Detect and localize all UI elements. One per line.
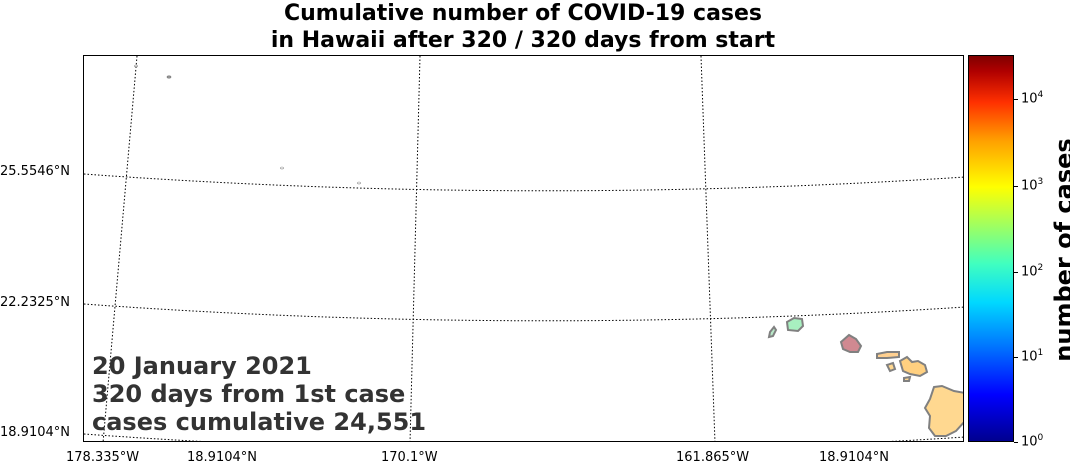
nw-islet-1 [166, 75, 172, 79]
nw-islet-2 [134, 64, 138, 68]
map-canvas [84, 56, 963, 441]
colorbar-tick-10e1 [1014, 357, 1018, 358]
island-kauai [785, 316, 805, 333]
colorbar-title: number of cases [1050, 138, 1070, 362]
lon-label-5: 18.9104°N [819, 450, 889, 465]
island-maui [898, 355, 929, 378]
colorbar-label-10e2: 102 [1021, 263, 1044, 280]
lon-label-1: 178.335°W [66, 450, 140, 465]
island-molokai [876, 351, 900, 359]
colorbar-label-10e4: 104 [1021, 90, 1044, 107]
meridian-3 [700, 56, 716, 441]
lat-label-25: 25.5546°N [0, 164, 70, 179]
overlay-days: 320 days from 1st case [92, 380, 406, 408]
colorbar-label-10e1: 101 [1021, 348, 1044, 365]
colorbar-tick-10e2 [1014, 272, 1018, 273]
colorbar-tick-10e4 [1014, 99, 1018, 100]
island-hawaii [923, 384, 963, 437]
colorbar [968, 55, 1014, 442]
nw-islet-3 [280, 166, 284, 170]
colorbar-label-10e3: 103 [1021, 177, 1044, 194]
lon-label-4: 161.865°W [676, 450, 750, 465]
island-kahoolawe [903, 375, 912, 382]
parallel-22 [84, 303, 963, 322]
map-area [83, 55, 964, 442]
info-overlay: 20 January 2021 320 days from 1st case c… [92, 352, 426, 436]
lon-label-2: 18.9104°N [187, 450, 257, 465]
map-title: Cumulative number of COVID-19 cases in H… [0, 0, 1046, 54]
lon-label-3: 170.1°W [381, 450, 438, 465]
title-line-1: Cumulative number of COVID-19 cases [283, 1, 763, 26]
colorbar-label-10e0: 100 [1021, 433, 1044, 450]
lat-label-22: 22.2325°N [0, 295, 70, 310]
overlay-date: 20 January 2021 [92, 352, 312, 380]
colorbar-tick-10e3 [1014, 186, 1018, 187]
island-lanai [885, 361, 897, 373]
nw-islet-4 [357, 181, 361, 185]
parallel-25 [84, 173, 963, 192]
title-line-2: in Hawaii after 320 / 320 days from star… [270, 28, 776, 53]
colorbar-tick-10e0 [1014, 442, 1018, 443]
overlay-cases: cases cumulative 24,551 [92, 408, 427, 436]
meridian-2 [409, 56, 421, 441]
lat-label-18: 18.9104°N [0, 425, 70, 440]
island-oahu [839, 333, 863, 353]
island-niihau [767, 325, 778, 339]
